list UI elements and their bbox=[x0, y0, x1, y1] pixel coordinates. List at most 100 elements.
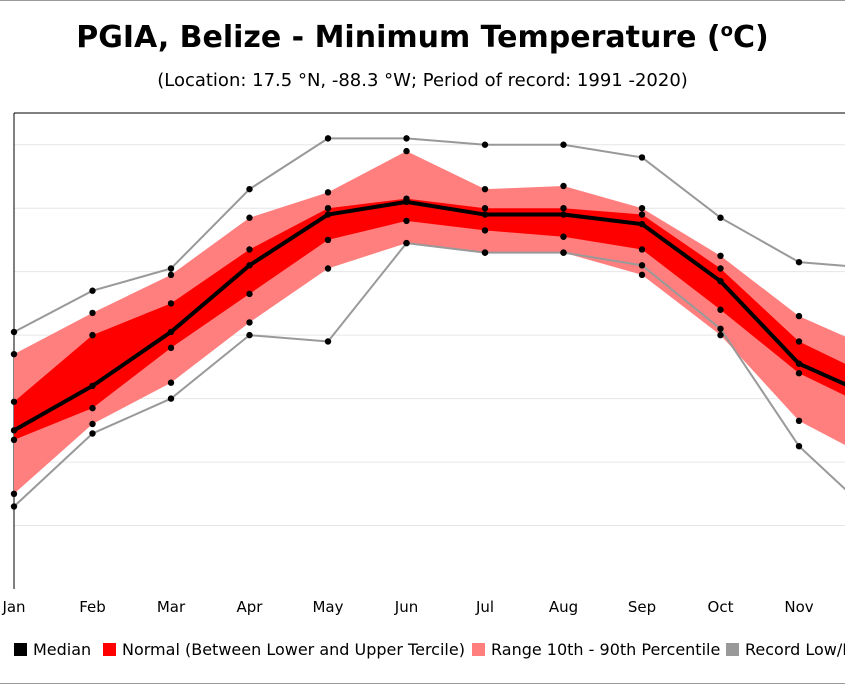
record-high-point bbox=[89, 287, 96, 294]
x-tick-label: Jul bbox=[475, 598, 494, 616]
p90-point bbox=[246, 214, 253, 221]
lower-tercile-point bbox=[89, 404, 96, 412]
lower-tercile-point bbox=[10, 436, 18, 444]
x-tick-label: Apr bbox=[237, 598, 264, 616]
record-low-point bbox=[10, 503, 18, 510]
lower-tercile-point bbox=[167, 344, 175, 352]
upper-tercile-point bbox=[638, 211, 646, 218]
x-tick-label: Jun bbox=[394, 598, 418, 616]
median-point bbox=[481, 211, 489, 218]
record-low-point bbox=[481, 249, 489, 256]
title-degree-sup: o bbox=[720, 20, 733, 41]
p10-point bbox=[167, 379, 175, 386]
legend-label-normal: Normal (Between Lower and Upper Tercile) bbox=[122, 640, 465, 659]
median-line bbox=[13, 199, 845, 433]
record-high-point bbox=[403, 135, 410, 142]
upper-tercile-point bbox=[89, 331, 96, 339]
median-point bbox=[403, 198, 410, 206]
legend-label-range: Range 10th - 90th Percentile bbox=[491, 640, 721, 659]
p10-point bbox=[638, 271, 646, 279]
record-low-point bbox=[638, 262, 646, 269]
median-point bbox=[324, 211, 332, 218]
lower-tercile-point bbox=[481, 227, 489, 234]
median-point bbox=[167, 328, 175, 336]
lower-tercile-point bbox=[246, 290, 253, 298]
legend-item-median: Median bbox=[14, 640, 91, 659]
p90-point bbox=[89, 309, 96, 317]
record-high-point bbox=[246, 185, 253, 193]
upper-tercile-point bbox=[324, 205, 332, 212]
record-low-point bbox=[795, 443, 803, 450]
record-low-point bbox=[403, 239, 410, 247]
upper-tercile-point bbox=[717, 265, 724, 272]
p10-point bbox=[795, 417, 803, 425]
record-high-point bbox=[324, 135, 332, 142]
normal-band bbox=[14, 198, 845, 440]
x-tick-label: Feb bbox=[79, 598, 106, 616]
x-tick-label: Mar bbox=[157, 598, 186, 616]
p90-point bbox=[560, 182, 567, 190]
p90-point bbox=[717, 252, 724, 259]
p90-point bbox=[10, 350, 18, 358]
chart-legend: Median Normal (Between Lower and Upper T… bbox=[0, 640, 845, 666]
record-low-line bbox=[13, 242, 845, 508]
upper-tercile-point bbox=[795, 338, 803, 345]
x-tick-label: Aug bbox=[549, 598, 578, 616]
lower-tercile-point bbox=[403, 217, 410, 225]
legend-swatch-normal bbox=[103, 643, 116, 656]
lower-tercile-point bbox=[795, 370, 803, 377]
upper-tercile-point bbox=[481, 205, 489, 212]
legend-swatch-range bbox=[472, 643, 485, 656]
record-low-point bbox=[717, 325, 724, 332]
median-point bbox=[560, 211, 567, 218]
record-high-point bbox=[717, 214, 724, 221]
x-tick-label: Sep bbox=[628, 598, 656, 616]
upper-tercile-point bbox=[167, 300, 175, 307]
p90-point bbox=[481, 185, 489, 193]
record-low-point bbox=[246, 331, 253, 339]
lower-tercile-point bbox=[560, 233, 567, 240]
legend-swatch-record bbox=[726, 643, 739, 656]
chart-title: PGIA, Belize - Minimum Temperature (oC) bbox=[0, 20, 845, 55]
p10-point bbox=[246, 319, 253, 326]
record-low-point bbox=[560, 249, 567, 256]
record-high-point bbox=[560, 141, 567, 148]
p90-point bbox=[795, 312, 803, 320]
legend-item-range: Range 10th - 90th Percentile bbox=[472, 640, 720, 659]
median-point bbox=[89, 382, 96, 390]
legend-label-record: Record Low/High bbox=[745, 640, 845, 659]
median-point bbox=[246, 262, 253, 269]
record-low-point bbox=[89, 430, 96, 437]
chart-plot: JanFebMarAprMayJunJulAugSepOctNovDec bbox=[1, 112, 845, 616]
record-high-point bbox=[167, 265, 175, 272]
p90-point bbox=[324, 189, 332, 196]
upper-tercile-point bbox=[560, 205, 567, 212]
upper-tercile-point bbox=[10, 398, 18, 405]
record-high-point bbox=[10, 328, 18, 336]
p10-point bbox=[717, 331, 724, 339]
median-point bbox=[717, 277, 724, 285]
median-point bbox=[795, 360, 803, 367]
legend-swatch-median bbox=[14, 643, 27, 656]
chart-subtitle: (Location: 17.5 °N, -88.3 °W; Period of … bbox=[157, 70, 688, 91]
p90-point bbox=[167, 271, 175, 279]
record-low-point bbox=[167, 395, 175, 402]
title-main: PGIA, Belize - Minimum Temperature ( bbox=[76, 20, 721, 55]
p90-point bbox=[638, 205, 646, 212]
lower-tercile-point bbox=[638, 246, 646, 253]
record-high-line bbox=[13, 137, 845, 333]
lower-tercile-point bbox=[717, 306, 724, 313]
upper-tercile-point bbox=[246, 246, 253, 253]
legend-label-median: Median bbox=[33, 640, 92, 659]
record-high-point bbox=[481, 141, 489, 148]
legend-item-normal: Normal (Between Lower and Upper Tercile) bbox=[103, 640, 465, 659]
x-tick-label: Nov bbox=[784, 598, 813, 616]
lower-tercile-point bbox=[324, 236, 332, 244]
p90-point bbox=[403, 147, 410, 155]
legend-item-record: Record Low/High bbox=[726, 640, 845, 659]
median-point bbox=[10, 427, 18, 434]
record-high-point bbox=[795, 258, 803, 266]
x-tick-label: Oct bbox=[708, 598, 734, 616]
title-unit: C) bbox=[733, 20, 769, 55]
x-tick-label: May bbox=[312, 598, 343, 616]
